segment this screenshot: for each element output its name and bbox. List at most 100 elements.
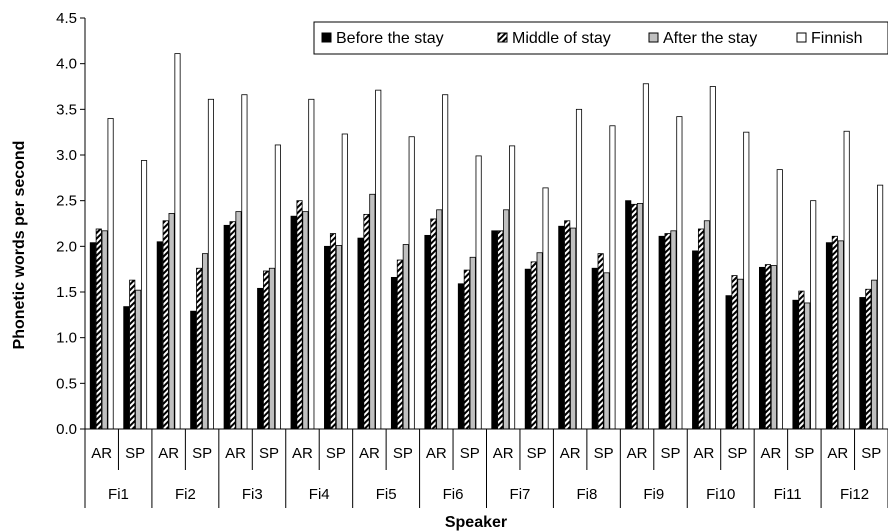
bar-middle-of-stay	[263, 270, 270, 430]
y-tick-label: 1.0	[56, 330, 77, 347]
bar-before-the-stay	[658, 235, 665, 430]
bar-after-the-stay	[503, 209, 510, 430]
bar-after-the-stay	[570, 227, 577, 430]
bar-before-the-stay	[759, 266, 766, 430]
bar-middle-of-stay	[329, 233, 337, 430]
bar-after-the-stay	[603, 272, 610, 430]
x-tick-label-speaker: Fi5	[376, 486, 397, 503]
y-tick-label: 2.5	[56, 193, 77, 210]
bar-middle-of-stay	[731, 275, 738, 430]
bar-middle-of-stay	[196, 267, 203, 430]
bar-middle-of-stay	[764, 264, 771, 430]
bar-after-the-stay	[703, 220, 710, 430]
y-tick-label: 0.5	[56, 375, 77, 392]
x-axis-labels: AR SP AR SP AR SP AR SP AR SP AR SP AR SP AR SP AR SP AR SP…	[84, 429, 888, 508]
bar-middle-of-stay	[463, 269, 470, 430]
x-tick-label-measure: SP	[259, 445, 279, 462]
bar-after-the-stay	[469, 256, 476, 430]
y-tick-label: 3.0	[56, 147, 77, 164]
bar-middle-of-stay	[396, 259, 403, 430]
bar-middle-of-stay	[564, 220, 571, 430]
x-tick-label-measure: AR	[760, 445, 781, 462]
bar-finnish	[642, 83, 649, 430]
bar-before-the-stay	[558, 225, 565, 430]
legend-label: Before the stay	[336, 30, 444, 47]
bar-before-the-stay	[524, 268, 531, 430]
bar-after-the-stay	[536, 252, 543, 430]
legend-label: After the stay	[663, 30, 757, 47]
x-tick-label-measure: AR	[493, 445, 514, 462]
bar-after-the-stay	[335, 245, 342, 430]
bar-finnish	[709, 86, 716, 430]
legend-swatch	[321, 32, 332, 43]
bar-after-the-stay	[135, 289, 142, 430]
x-tick-label-measure: SP	[460, 445, 480, 462]
x-tick-label-speaker: Fi6	[443, 486, 464, 503]
x-tick-label-speaker: Fi9	[643, 486, 664, 503]
y-tick-label: 0.0	[56, 421, 77, 438]
legend: Before the stay Middle of stay After the s…	[313, 21, 888, 55]
bar-before-the-stay	[692, 250, 699, 430]
bar-before-the-stay	[190, 310, 197, 430]
bar-after-the-stay	[268, 267, 276, 430]
bar-finnish	[341, 133, 348, 430]
x-tick-label-measure: AR	[158, 445, 179, 462]
x-tick-label-measure: SP	[727, 445, 747, 462]
bar-after-the-stay	[369, 193, 376, 430]
bar-before-the-stay	[390, 276, 398, 430]
bar-middle-of-stay	[430, 218, 437, 430]
bar-before-the-stay	[357, 237, 364, 430]
bar-before-the-stay	[89, 242, 96, 430]
legend-swatch	[796, 32, 807, 43]
bar-after-the-stay	[201, 253, 209, 430]
legend-label: Finnish	[811, 30, 863, 47]
bars	[89, 53, 884, 430]
bar-finnish	[274, 144, 281, 430]
bar-middle-of-stay	[129, 279, 136, 430]
bar-before-the-stay	[591, 267, 598, 430]
x-tick-label-measure: SP	[661, 445, 681, 462]
legend-swatch	[648, 32, 659, 43]
bar-finnish	[609, 125, 616, 430]
x-tick-label-measure: SP	[125, 445, 145, 462]
x-tick-label-measure: AR	[426, 445, 447, 462]
bar-middle-of-stay	[296, 200, 303, 430]
x-tick-label-speaker: Fi1	[108, 486, 129, 503]
x-tick-label-measure: SP	[861, 445, 881, 462]
x-tick-label-measure: SP	[594, 445, 614, 462]
x-axis-title: Speaker	[445, 514, 507, 531]
y-tick-label: 1.5	[56, 284, 77, 301]
x-tick-label-measure: AR	[827, 445, 848, 462]
y-tick-label: 2.0	[56, 238, 77, 255]
bar-before-the-stay	[491, 230, 498, 430]
bar-before-the-stay	[792, 299, 799, 430]
x-tick-label-measure: AR	[225, 445, 246, 462]
bar-middle-of-stay	[162, 220, 169, 430]
bar-after-the-stay	[101, 230, 108, 430]
legend-label: Middle of stay	[512, 30, 611, 47]
bar-middle-of-stay	[865, 288, 872, 430]
bar-finnish	[442, 94, 449, 430]
x-tick-label-measure: AR	[627, 445, 648, 462]
bar-after-the-stay	[770, 265, 777, 430]
x-tick-label-speaker: Fi3	[242, 486, 263, 503]
bar-finnish	[475, 155, 482, 430]
bar-finnish	[207, 98, 215, 430]
bar-before-the-stay	[290, 215, 297, 430]
bar-finnish	[542, 187, 549, 430]
y-tick-label: 4.5	[56, 10, 77, 27]
x-tick-label-speaker: Fi10	[706, 486, 735, 503]
x-tick-label-measure: SP	[527, 445, 547, 462]
bar-finnish	[375, 89, 382, 430]
y-axis-ticks: 0.0 0.5 1.0 1.5 2.0 2.5 3.0 3.5 4.0 4.5	[56, 10, 85, 438]
bar-after-the-stay	[871, 279, 878, 430]
bar-middle-of-stay	[95, 228, 102, 430]
bar-after-the-stay	[804, 302, 811, 430]
x-tick-label-measure: AR	[292, 445, 313, 462]
bar-after-the-stay	[670, 230, 677, 430]
x-tick-label-measure: SP	[326, 445, 346, 462]
bar-before-the-stay	[156, 241, 163, 430]
bar-finnish	[107, 118, 114, 430]
x-tick-label-speaker: Fi7	[510, 486, 531, 503]
